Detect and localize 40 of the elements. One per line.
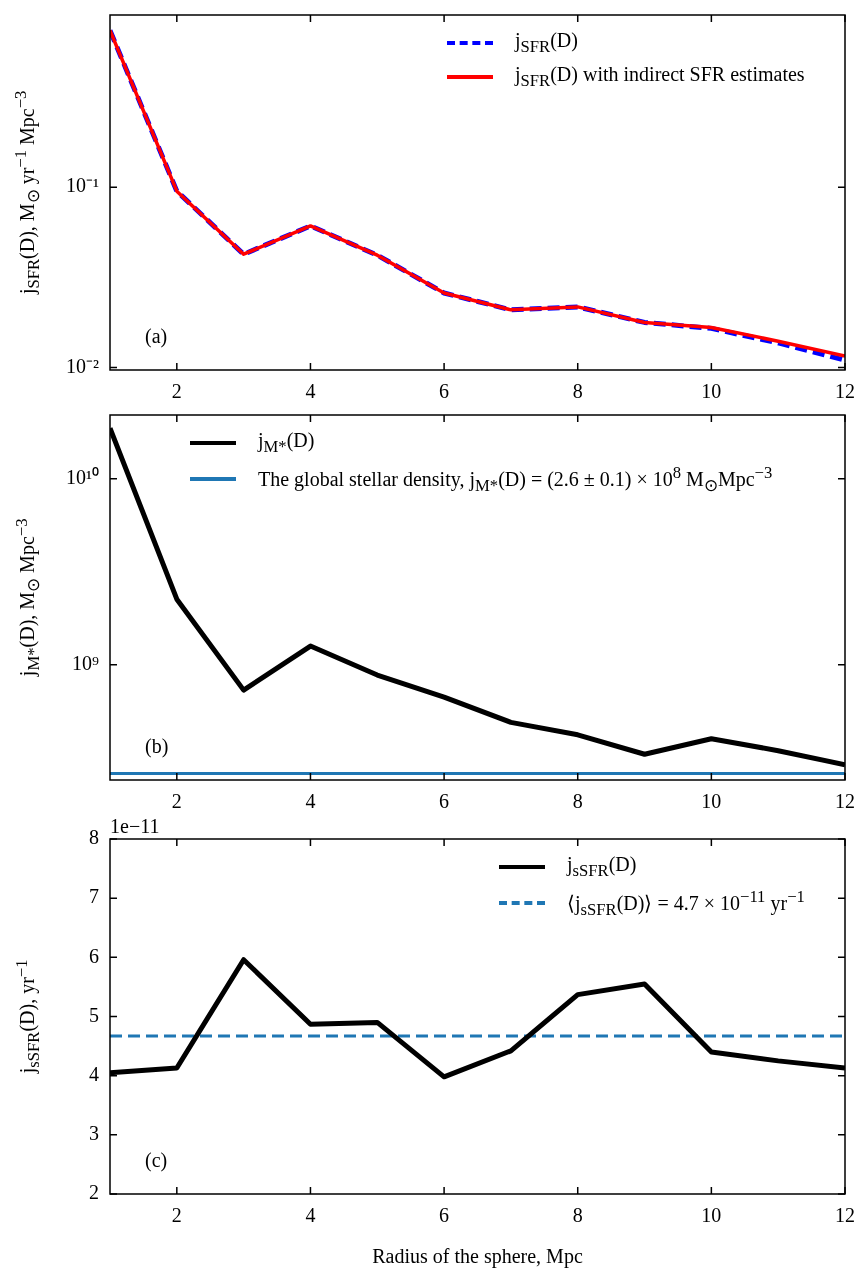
y-tick-label: 5 bbox=[89, 1003, 99, 1026]
y-tick-label: 4 bbox=[89, 1062, 99, 1085]
annotation: (b) bbox=[145, 735, 169, 759]
legend-label: ⟨j$_{sSFR}$(D)⟩ = 4.7 × 10$^{−11}$ yr$^{−1}$ bbox=[567, 887, 805, 920]
x-tick-label: 10 bbox=[701, 790, 722, 813]
legend-label: j$_{SFR}$(D) bbox=[515, 29, 578, 57]
annotation: (a) bbox=[145, 325, 168, 349]
y-tick-label: 8 bbox=[89, 826, 99, 849]
x-tick-label: 2 bbox=[171, 380, 182, 403]
y-tick-label: 10⁹ bbox=[72, 651, 100, 674]
x-tick-label: 8 bbox=[572, 1204, 583, 1227]
legend-label: j$_{SFR}$(D) with indirect SFR estimates bbox=[515, 63, 805, 91]
x-tick-label: 6 bbox=[439, 1204, 450, 1227]
x-tick-label: 4 bbox=[305, 790, 316, 813]
annotation: (c) bbox=[145, 1149, 168, 1173]
y-tick-label: 10¹⁰ bbox=[66, 465, 99, 488]
y-tick-label: 2 bbox=[89, 1181, 99, 1204]
x-tick-label: 4 bbox=[305, 1204, 316, 1227]
legend-label: j$_{M*}$(D) bbox=[258, 429, 315, 457]
y-tick-label: 3 bbox=[89, 1122, 99, 1145]
legend-label: The global stellar density, j$_{M*}$(D) = (2.6 ± 0.1) × 10$^{8}$ M$_{⊙}$Mpc$^{−3}$ bbox=[258, 463, 773, 496]
y-tick-label: 10⁻² bbox=[66, 354, 99, 377]
legend-label: j$_{sSFR}$(D) bbox=[567, 853, 637, 881]
x-tick-label: 12 bbox=[835, 1204, 855, 1227]
text: 1e−11 bbox=[110, 815, 160, 838]
x-tick-label: 12 bbox=[835, 790, 855, 813]
x-tick-label: 6 bbox=[439, 790, 450, 813]
y-tick-label: 7 bbox=[89, 885, 99, 908]
y-tick-label: 6 bbox=[89, 944, 99, 967]
x-tick-label: 8 bbox=[572, 380, 583, 403]
x-tick-label: 2 bbox=[171, 790, 182, 813]
x-tick-label: 12 bbox=[835, 380, 855, 403]
x-axis-title: Radius of the sphere, Mpc bbox=[372, 1245, 583, 1269]
x-tick-label: 4 bbox=[305, 380, 316, 403]
x-tick-label: 6 bbox=[439, 380, 450, 403]
y-tick-label: 10⁻¹ bbox=[66, 174, 99, 197]
x-tick-label: 10 bbox=[701, 1204, 722, 1227]
x-tick-label: 8 bbox=[572, 790, 583, 813]
x-tick-label: 2 bbox=[171, 1204, 182, 1227]
x-tick-label: 10 bbox=[701, 380, 722, 403]
